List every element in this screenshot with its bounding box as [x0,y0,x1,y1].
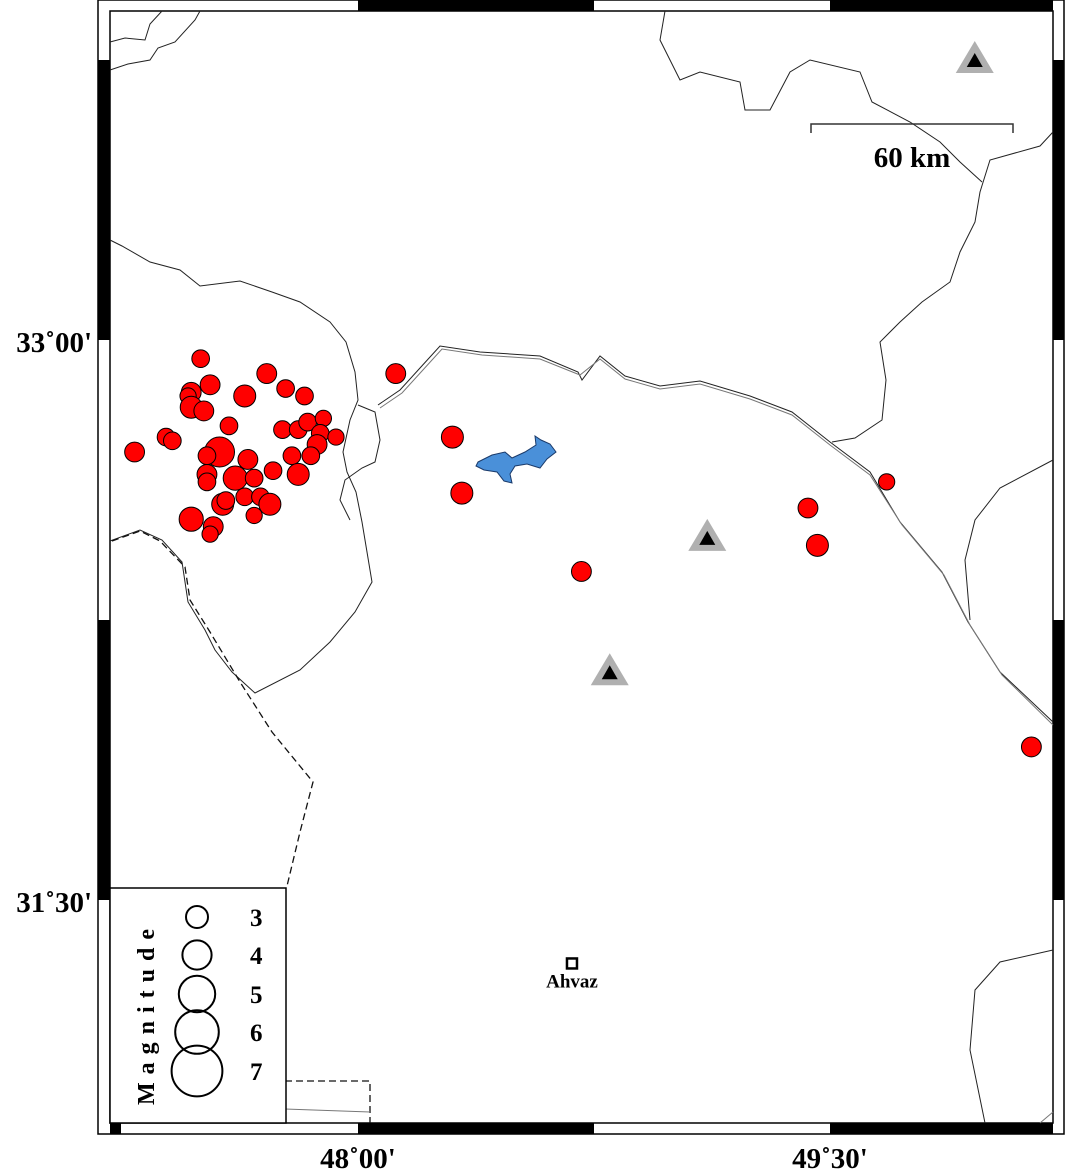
earthquake-event [286,462,310,486]
earthquake-event [797,497,819,519]
seismic-stations [590,41,994,686]
earthquake-event [163,431,182,451]
earthquake-event [222,465,248,491]
legend-circle [174,1009,220,1055]
earthquake-event [191,349,211,369]
earthquake-event [178,506,204,532]
earthquake-event [314,409,333,428]
legend-circle [185,905,209,929]
earthquake-event [440,425,464,449]
legend-label: 5 [250,982,263,1009]
earthquake-event [878,473,896,491]
earthquake-event [235,487,255,507]
legend-circle [170,1044,224,1098]
earthquake-event [245,506,263,525]
earthquake-event [237,449,259,470]
earthquake-event [273,420,292,439]
legend-label: 6 [250,1020,263,1047]
lon-tick-label: 49˚30' [792,1143,868,1173]
earthquake-event [805,533,829,557]
earthquake-event [258,492,282,516]
earthquake-event [276,379,295,398]
earthquake-event [197,446,217,466]
earthquake-event [199,374,221,396]
earthquake-event [193,400,215,422]
lon-tick-label: 48˚00' [320,1143,396,1173]
legend-label: 4 [250,943,263,970]
earthquake-event [124,441,146,463]
magnitude-legend: Magnitude 3 4 5 6 7 [109,887,287,1124]
earthquake-event [201,525,219,543]
earthquake-event [570,561,592,582]
earthquake-event [327,428,345,446]
earthquake-event [301,446,321,466]
station-triangle-icon [688,518,727,551]
cities: Ahvaz [546,957,598,992]
earthquake-event [1020,736,1042,758]
reservoir-lake [475,434,557,484]
earthquake-event [244,468,264,488]
city-square-icon [565,957,579,970]
lat-tick-label: 33˚00' [16,327,92,359]
earthquake-event [385,363,407,385]
station-triangle-icon [590,653,629,686]
city-label: Ahvaz [546,971,598,992]
earthquake-event [256,363,278,385]
legend-label: 3 [250,905,263,932]
earthquake-event [216,491,236,510]
earthquake-event [295,386,314,406]
earthquake-event [263,461,283,481]
admin-boundaries [109,10,1054,1124]
earthquake-event [233,384,257,408]
legend-label: 7 [250,1059,263,1086]
earthquake-events [124,349,1042,758]
legend-circle [177,974,217,1014]
earthquake-event [282,446,302,466]
earthquake-event [219,416,239,436]
scale-bar-label: 60 km [874,142,951,174]
legend-title: Magnitude [134,921,160,1105]
station-triangle-icon [955,41,994,74]
earthquake-event [450,481,474,505]
scale-bar: 60 km [810,123,1014,174]
earthquake-event [197,472,217,492]
lat-tick-label: 31˚30' [16,887,92,919]
legend-circle [181,939,213,971]
